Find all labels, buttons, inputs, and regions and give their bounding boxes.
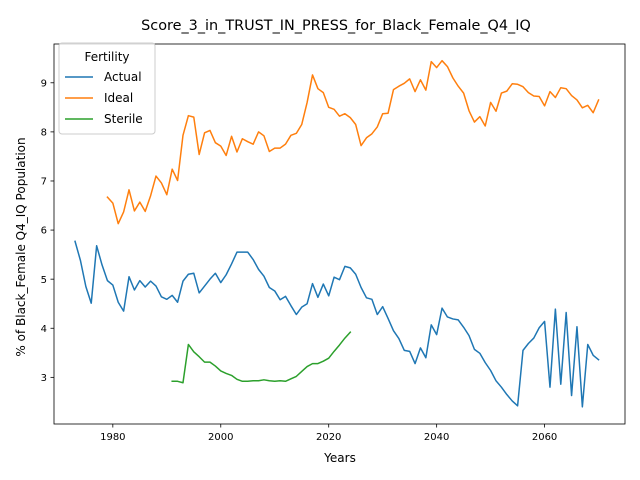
legend-entry-sterile: Sterile [65, 112, 143, 126]
x-tick-label: 2060 [532, 432, 557, 443]
axes: 1980 2000 2020 2040 2060 3 4 5 6 7 8 9 [41, 43, 626, 443]
y-tick-label: 7 [41, 177, 47, 188]
y-tick-label: 9 [41, 78, 47, 89]
plot-area [74, 59, 600, 408]
series-line-sterile [171, 331, 352, 384]
y-tick-label: 5 [41, 275, 47, 286]
x-tick-label: 2000 [208, 432, 233, 443]
legend-label-ideal: Ideal [104, 91, 133, 105]
y-tick-label: 8 [41, 127, 47, 138]
series-line-actual [74, 240, 600, 408]
y-tick-label: 6 [41, 226, 47, 237]
legend-label-actual: Actual [104, 70, 142, 84]
legend-label-sterile: Sterile [104, 112, 143, 126]
legend-entry-ideal: Ideal [65, 91, 133, 105]
legend-title: Fertility [84, 50, 129, 64]
x-tick-label: 2040 [424, 432, 449, 443]
chart-title: Score_3_in_TRUST_IN_PRESS_for_Black_Fema… [141, 18, 531, 34]
y-tick-label: 4 [41, 324, 47, 335]
y-axis-label: % of Black_Female Q4_IQ Population [14, 137, 28, 356]
x-tick-label: 2020 [316, 432, 341, 443]
legend-entry-actual: Actual [65, 70, 142, 84]
x-tick-label: 1980 [100, 432, 125, 443]
legend-frame [58, 42, 156, 135]
legend: Fertility Actual Ideal Sterile [58, 42, 156, 135]
y-tick-label: 3 [41, 373, 47, 384]
series-line-ideal [106, 59, 600, 225]
x-axis-label: Years [323, 451, 356, 465]
axes-frame [53, 43, 626, 425]
